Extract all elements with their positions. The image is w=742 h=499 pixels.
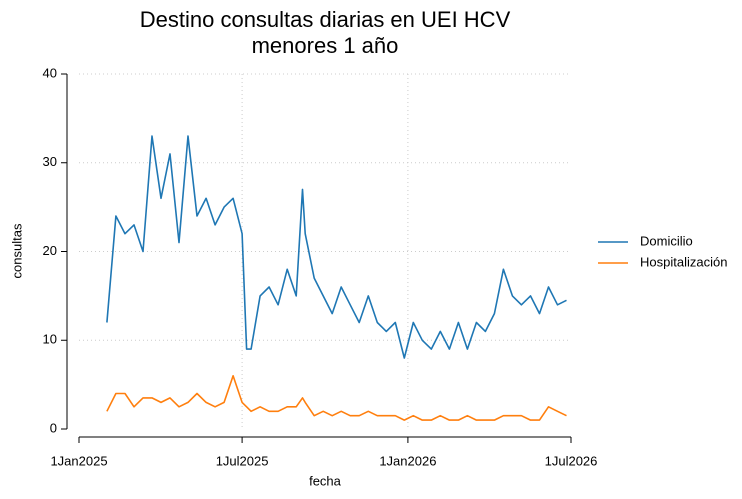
x-tick-label: 1Jan2026 (379, 453, 436, 468)
x-axis-label: fecha (309, 473, 342, 488)
legend-label: Hospitalización (640, 254, 727, 269)
series-line (106, 135, 567, 359)
y-tick-label: 40 (43, 65, 57, 80)
y-tick-label: 20 (43, 243, 57, 258)
chart-title: menores 1 año (252, 33, 399, 58)
y-tick-label: 0 (50, 420, 57, 435)
chart-title: Destino consultas diarias en UEI HCV (140, 7, 511, 32)
x-tick-label: 1Jul2025 (216, 453, 269, 468)
y-axis-label: consultas (9, 223, 24, 278)
y-tick-label: 30 (43, 154, 57, 169)
y-tick-label: 10 (43, 332, 57, 347)
x-tick-label: 1Jul2026 (545, 453, 598, 468)
legend-label: Domicilio (640, 233, 693, 248)
x-tick-label: 1Jan2025 (50, 453, 107, 468)
series-line (106, 375, 567, 421)
